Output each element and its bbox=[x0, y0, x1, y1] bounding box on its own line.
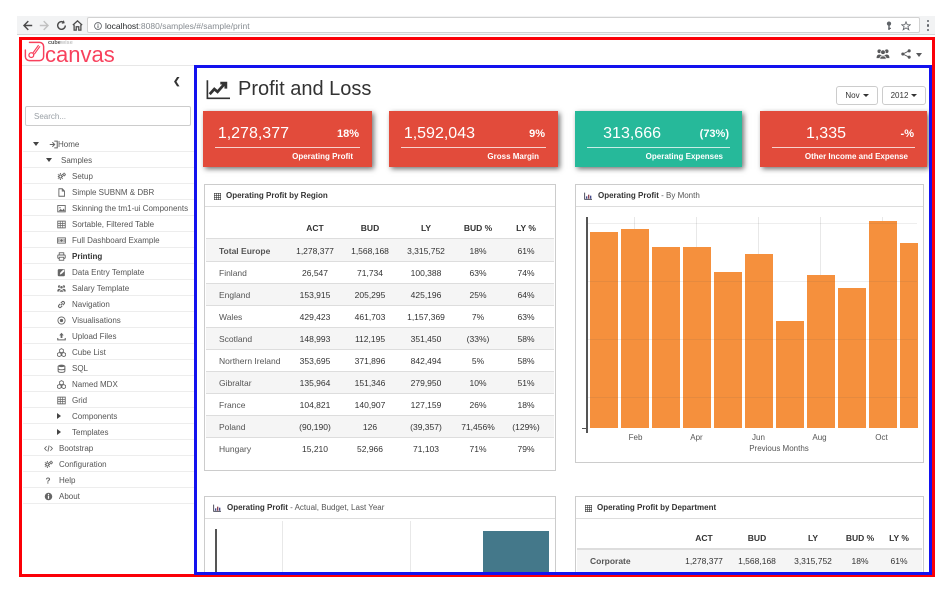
svg-text:?: ? bbox=[46, 477, 51, 486]
